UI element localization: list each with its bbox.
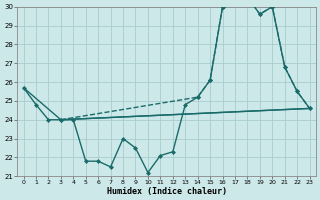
X-axis label: Humidex (Indice chaleur): Humidex (Indice chaleur) [107, 187, 227, 196]
